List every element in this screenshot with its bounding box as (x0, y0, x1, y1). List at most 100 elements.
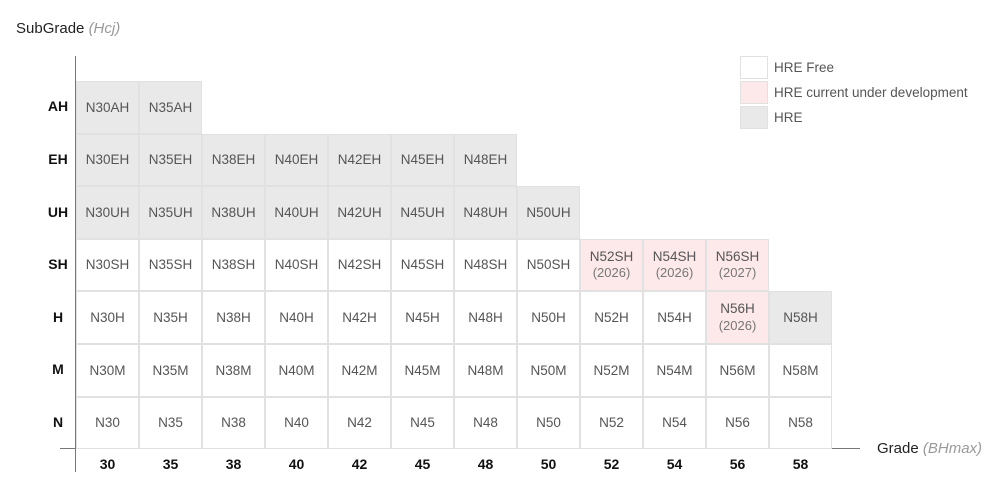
grade-cell-text: N54 (662, 415, 687, 431)
grade-cell-n35sh: N35SH (139, 238, 202, 292)
grade-cell-n48sh: N48SH (454, 238, 517, 292)
grade-cell-n48: N48 (454, 396, 517, 450)
grade-cell-n40: N40 (265, 396, 328, 450)
grade-cell-text: N56SH (715, 248, 760, 264)
grade-cell-text: N54SH (652, 248, 697, 264)
grade-cell-text: N38UH (211, 204, 256, 220)
grade-cell-n35ah: N35AH (139, 81, 202, 134)
grade-cell-n42m: N42M (328, 344, 391, 397)
legend-label: HRE Free (774, 60, 835, 75)
grade-cell-year: (2026) (592, 265, 631, 281)
grade-cell-text: N30H (90, 309, 125, 325)
grade-cell-n56m: N56M (706, 344, 769, 397)
grade-cell-n30ah: N30AH (76, 81, 139, 134)
grade-cell-n40m: N40M (265, 344, 328, 397)
legend: HRE Free HRE current under development HRE (740, 55, 968, 130)
subgrade-label-n: N (52, 413, 64, 430)
grade-label-40: 40 (288, 456, 305, 472)
grade-cell-text: N35 (158, 415, 183, 431)
grade-cell-n56: N56 (706, 396, 769, 450)
grade-cell-text: N56 (725, 415, 750, 431)
grade-cell-n30m: N30M (76, 344, 139, 397)
legend-label: HRE (774, 110, 803, 125)
grade-cell-n58: N58 (769, 396, 832, 450)
grade-cell-n52sh: N52SH (2026) (580, 238, 643, 292)
grade-cell-text: N54M (656, 362, 693, 378)
grade-cell-n58m: N58M (769, 344, 832, 397)
grade-cell-text: N50H (531, 309, 566, 325)
grade-cell-year: (2026) (718, 318, 757, 334)
grade-cell-text: N52 (599, 415, 624, 431)
grade-cell-text: N58 (788, 415, 813, 431)
grade-cell-text: N42M (341, 362, 378, 378)
grade-cell-n38: N38 (202, 396, 265, 450)
grade-cell-n35h: N35H (139, 291, 202, 344)
grade-cell-text: N35AH (148, 99, 193, 115)
grade-cell-year: (2027) (718, 265, 757, 281)
grade-cell-n50sh: N50SH (517, 238, 580, 292)
legend-item-free: HRE Free (740, 55, 968, 80)
y-axis-title-text: SubGrade (16, 20, 85, 37)
grade-cell-n42sh: N42SH (328, 238, 391, 292)
grade-cell-text: N35M (152, 362, 189, 378)
grade-cell-n48h: N48H (454, 291, 517, 344)
grade-cell-text: N50 (536, 415, 561, 431)
grade-cell-text: N54H (657, 309, 692, 325)
grade-cell-text: N30UH (85, 204, 130, 220)
grade-cell-n48uh: N48UH (454, 186, 517, 239)
grade-cell-n54: N54 (643, 396, 706, 450)
grade-cell-n54m: N54M (643, 344, 706, 397)
grade-cell-text: N45EH (400, 152, 445, 168)
grade-label-54: 54 (666, 456, 683, 472)
grade-label-38: 38 (225, 456, 242, 472)
grade-label-35: 35 (162, 456, 179, 472)
grade-cell-text: N42UH (337, 204, 382, 220)
grade-cell-n52: N52 (580, 396, 643, 450)
grade-cell-text: N48M (467, 362, 504, 378)
grade-cell-n38uh: N38UH (202, 186, 265, 239)
grade-cell-text: N45H (405, 309, 440, 325)
grade-cell-n40uh: N40UH (265, 186, 328, 239)
grade-cell-text: N48H (468, 309, 503, 325)
grade-cell-n54h: N54H (643, 291, 706, 344)
grade-cell-text: N40SH (274, 257, 319, 273)
grade-cell-year: (2026) (655, 265, 694, 281)
grade-cell-n52m: N52M (580, 344, 643, 397)
grade-cell-n30h: N30H (76, 291, 139, 344)
grade-cell-n35: N35 (139, 396, 202, 450)
grade-cell-text: N56M (719, 362, 756, 378)
grade-cell-n35m: N35M (139, 344, 202, 397)
grade-cell-text: N30M (89, 362, 126, 378)
grade-cell-n45eh: N45EH (391, 133, 454, 187)
grade-cell-text: N45 (410, 415, 435, 431)
grade-cell-text: N58M (782, 362, 819, 378)
legend-swatch (740, 106, 768, 129)
legend-label: HRE current under development (774, 85, 968, 100)
grade-cell-n30: N30 (76, 396, 139, 450)
grade-cell-n58h: N58H (769, 291, 832, 344)
grade-cell-text: N42SH (337, 257, 382, 273)
grade-cell-text: N56H (720, 301, 755, 317)
grade-label-52: 52 (603, 456, 620, 472)
grade-cell-n38h: N38H (202, 291, 265, 344)
grade-cell-n45m: N45M (391, 344, 454, 397)
grade-cell-n50m: N50M (517, 344, 580, 397)
grade-cell-text: N50M (530, 362, 567, 378)
grade-label-45: 45 (414, 456, 431, 472)
grade-cell-text: N38M (215, 362, 252, 378)
grade-cell-n42eh: N42EH (328, 133, 391, 187)
grade-cell-text: N52M (593, 362, 630, 378)
grade-cell-text: N40M (278, 362, 315, 378)
grade-cell-text: N30AH (85, 99, 130, 115)
grade-cell-n54sh: N54SH (2026) (643, 238, 706, 292)
grade-cell-text: N48 (473, 415, 498, 431)
grade-cell-text: N45UH (400, 204, 445, 220)
grade-label-50: 50 (540, 456, 557, 472)
grade-label-58: 58 (792, 456, 809, 472)
subgrade-label-h: H (52, 308, 64, 325)
grade-cell-text: N50UH (526, 204, 571, 220)
grade-cell-n42: N42 (328, 396, 391, 450)
grade-label-42: 42 (351, 456, 368, 472)
grade-cell-text: N35EH (148, 152, 193, 168)
grade-cell-n45uh: N45UH (391, 186, 454, 239)
